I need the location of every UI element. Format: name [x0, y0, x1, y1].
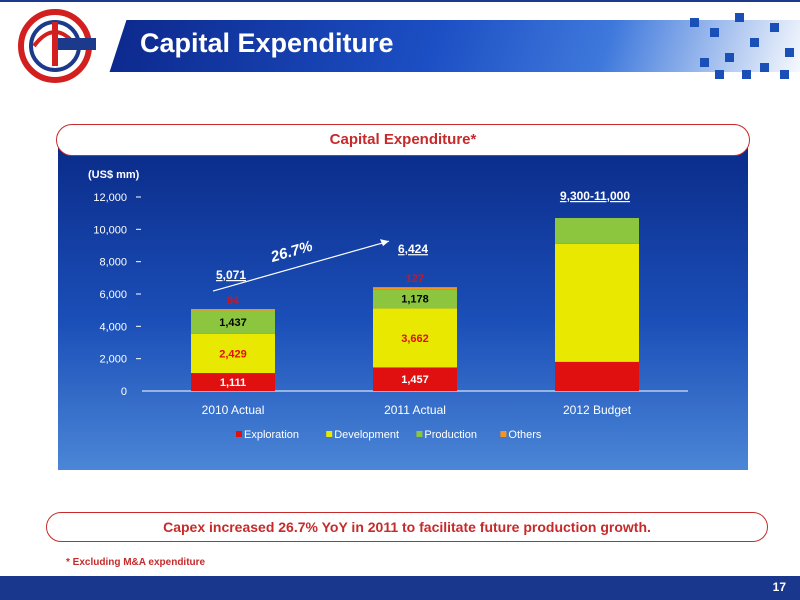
total-label: 6,424: [398, 242, 428, 256]
legend-label-production: Production: [424, 429, 477, 441]
page-number: 17: [772, 580, 786, 594]
legend-swatch-others: [500, 431, 507, 437]
decorative-squares: [690, 13, 794, 79]
capex-chart: (US$ mm) 0 2,000 4,000 6,000 8,000 10,000 12,00…: [88, 169, 688, 441]
bar-segment-others: [373, 287, 457, 290]
legend-label-others: Others: [508, 429, 542, 441]
data-label-development: 3,662: [401, 333, 429, 345]
total-label: 5,071: [216, 268, 246, 282]
legend-swatch-production: [416, 431, 423, 437]
bar-segment-production: [555, 218, 639, 244]
data-label-exploration: 1,457: [401, 374, 429, 386]
legend-swatch-development: [326, 431, 333, 437]
x-tick-label: 2012 Budget: [563, 403, 632, 417]
bar-segment-production: [373, 289, 457, 309]
bar-segment-others: [191, 309, 275, 311]
y-tick-label: 6,000: [99, 289, 127, 301]
y-tick-label: 0: [121, 386, 127, 398]
highlight-message: Capex increased 26.7% YoY in 2011 to fac…: [46, 512, 768, 542]
bar-segment-development: [373, 308, 457, 368]
bar-segment-exploration: [373, 367, 457, 391]
y-tick-label: 12,000: [93, 192, 127, 204]
x-tick-label: 2011 Actual: [384, 403, 446, 417]
y-tick-label: 10,000: [93, 224, 127, 236]
top-rule: [0, 0, 800, 2]
legend-swatch-exploration: [236, 431, 242, 437]
y-axis-label: (US$ mm): [88, 169, 140, 181]
chart-panel: (US$ mm) 0 2,000 4,000 6,000 8,000 10,000 12,00…: [58, 140, 748, 470]
y-tick-label: 4,000: [99, 321, 127, 333]
data-label-others: 127: [406, 273, 424, 285]
footer-bar: 17: [0, 576, 800, 600]
growth-annotation: 26.7%: [268, 238, 315, 266]
y-tick-label: 2,000: [99, 354, 127, 366]
data-label-production: 1,178: [401, 294, 429, 306]
growth-arrow-head: [380, 239, 389, 247]
y-tick-label: 8,000: [99, 257, 127, 269]
footnote: * Excluding M&A expenditure: [66, 557, 206, 568]
data-label-others: 94: [227, 295, 240, 307]
bar-segment-development: [555, 243, 639, 362]
x-tick-label: 2010 Actual: [202, 403, 265, 417]
bar-segment-exploration: [191, 373, 275, 391]
bar-segment-production: [191, 310, 275, 334]
bar-segment-development: [191, 333, 275, 374]
legend-label-development: Development: [334, 429, 399, 441]
data-label-production: 1,437: [219, 317, 247, 329]
page-title: Capital Expenditure: [140, 28, 394, 58]
chart-heading: Capital Expenditure*: [56, 124, 750, 156]
growth-arrow-line: [212, 240, 390, 292]
bar-segment-exploration: [555, 361, 639, 391]
legend-label-exploration: Exploration: [244, 429, 299, 441]
data-label-development: 2,429: [219, 348, 247, 360]
company-logo-icon: [18, 9, 96, 83]
data-label-exploration: 1,111: [220, 377, 246, 389]
total-label: 9,300-11,000: [560, 189, 630, 203]
